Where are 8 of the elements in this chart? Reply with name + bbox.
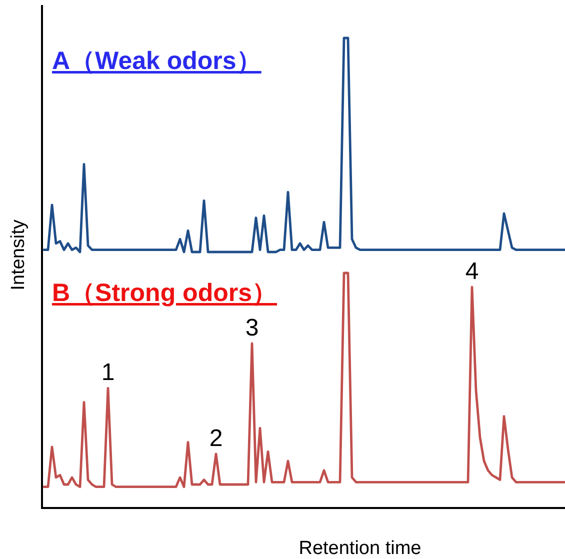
chart-title: A（Weak odors） [52,47,262,75]
annotation: 4 [465,258,479,286]
annotation: 2 [209,424,223,452]
chart-title: B（Strong odors） [52,279,277,307]
annotation: 3 [245,314,259,342]
y-axis-title: Intensity [8,219,29,290]
annotation: 1 [101,359,115,386]
x-axis-title: Retention time [298,538,422,559]
